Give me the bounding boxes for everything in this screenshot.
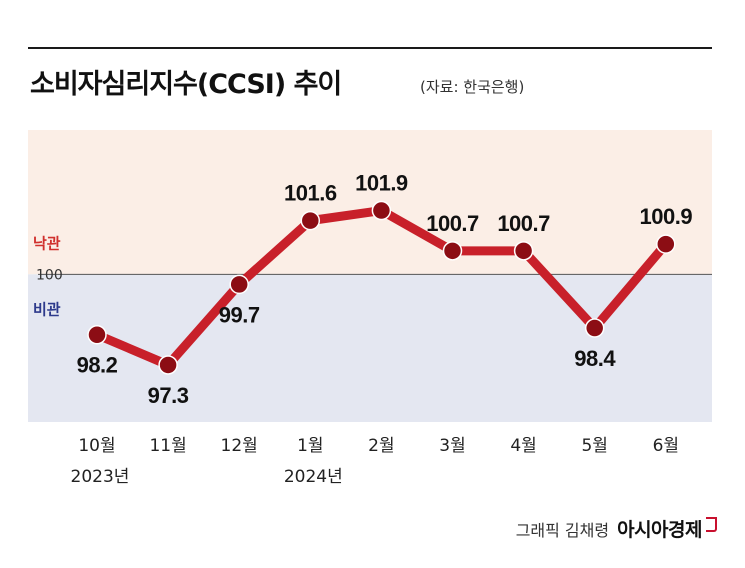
x-tick-label-5: 2월 — [368, 436, 394, 456]
data-label-4: 101.6 — [284, 181, 337, 206]
data-point-9 — [656, 234, 676, 254]
graphic-credit: 그래픽 김채령 — [515, 520, 610, 540]
data-label-3: 99.7 — [219, 302, 260, 327]
x-tick-label-1: 10월 — [78, 436, 115, 456]
chart-title: 소비자심리지수(CCSI) 추이 — [30, 69, 342, 100]
x-year-label-4: 2024년 — [284, 467, 343, 487]
data-point-1 — [87, 324, 107, 345]
top-rule — [28, 47, 712, 49]
data-point-5 — [371, 200, 392, 221]
data-point-2 — [158, 355, 178, 375]
data-label-6: 100.7 — [426, 211, 479, 236]
x-tick-label-7: 4월 — [510, 436, 536, 456]
data-label-7: 100.7 — [497, 211, 550, 236]
data-point-3 — [229, 274, 249, 295]
data-point-4 — [300, 210, 321, 231]
brand-logo: 아시아경제 — [617, 519, 702, 541]
optimism-band — [28, 130, 712, 275]
data-label-2: 97.3 — [148, 383, 189, 408]
data-label-8: 98.4 — [574, 346, 616, 371]
x-tick-label-4: 1월 — [297, 436, 323, 456]
data-label-1: 98.2 — [77, 353, 118, 378]
credit: 그래픽 김채령 아시아경제 — [516, 515, 717, 542]
data-label-5: 101.9 — [355, 171, 408, 196]
brand-mark-icon — [706, 517, 717, 532]
x-tick-label-8: 5월 — [581, 436, 607, 456]
pessimism-band — [28, 274, 712, 422]
data-label-9: 100.9 — [640, 204, 693, 229]
x-tick-label-9: 6월 — [653, 436, 679, 456]
x-tick-label-6: 3월 — [439, 436, 465, 456]
x-tick-label-3: 12월 — [221, 436, 258, 456]
pessimism-label: 비관 — [33, 300, 61, 318]
baseline-label: 100 — [36, 267, 63, 283]
data-point-8 — [584, 318, 605, 338]
data-point-7 — [513, 241, 534, 261]
x-tick-label-2: 11월 — [149, 436, 186, 456]
chart-source: (자료: 한국은행) — [420, 78, 525, 96]
optimism-label: 낙관 — [33, 234, 61, 252]
x-year-label-1: 2023년 — [71, 467, 130, 487]
data-point-6 — [442, 241, 463, 261]
